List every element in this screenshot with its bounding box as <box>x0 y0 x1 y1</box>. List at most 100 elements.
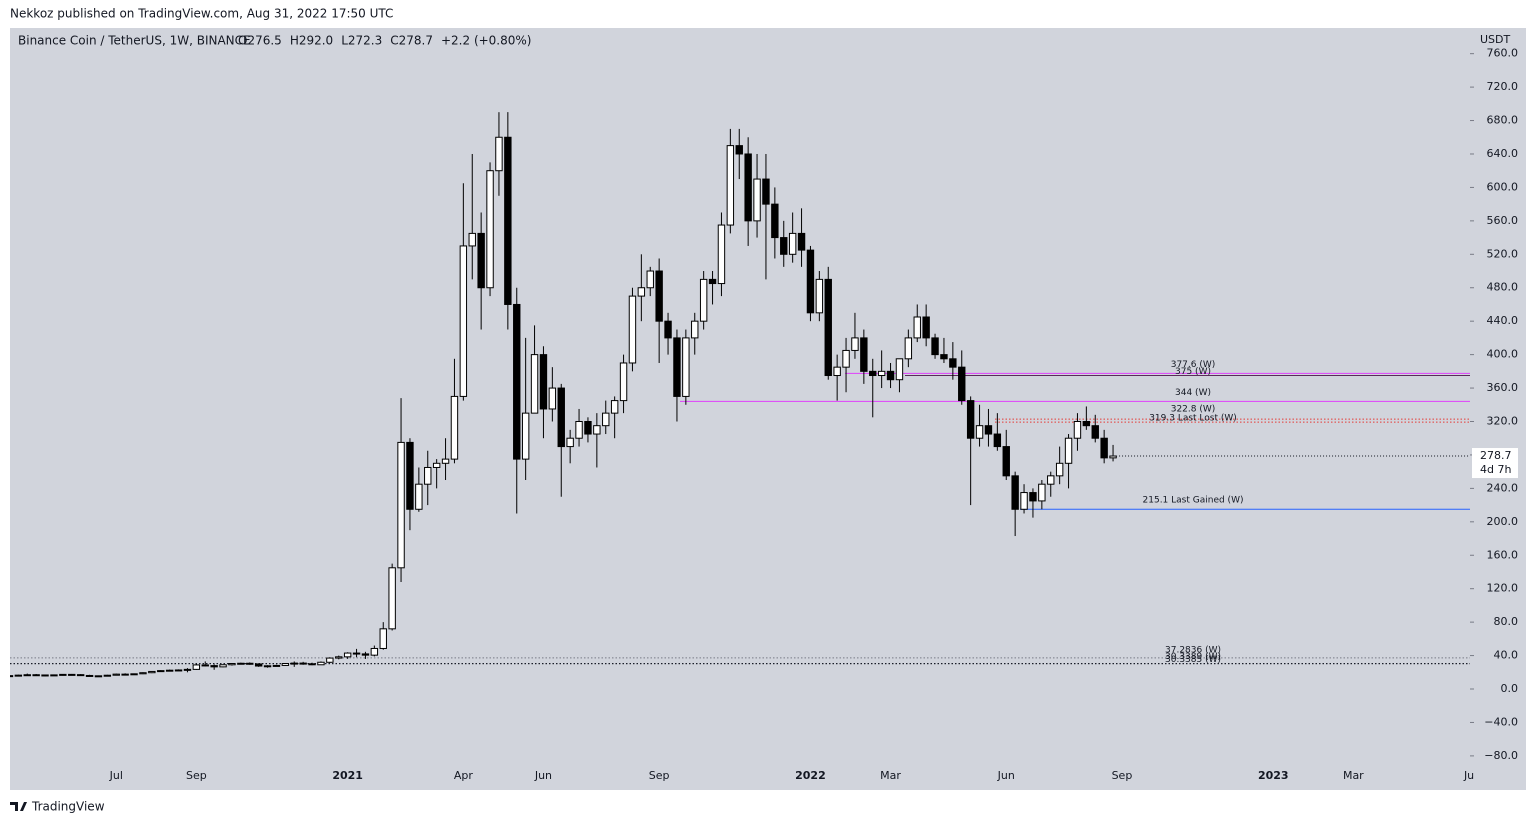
candle-body <box>548 387 557 410</box>
candle-body <box>824 278 832 377</box>
candle-body <box>691 320 699 339</box>
candle-body <box>50 674 58 677</box>
countdown: 4d 7h <box>1480 463 1511 476</box>
x-tick-label: 2023 <box>1258 769 1289 782</box>
candle-body <box>806 249 815 314</box>
y-tick-label: 120.0 <box>1487 582 1519 595</box>
last-price-box <box>1472 448 1518 479</box>
candle-body <box>744 153 752 222</box>
candle-body <box>335 656 343 659</box>
y-tick-label: 160.0 <box>1487 548 1519 561</box>
x-tick-label: Ju <box>1463 769 1474 782</box>
candle-body <box>1038 483 1046 502</box>
plot <box>10 112 1470 678</box>
candle-body <box>699 278 708 322</box>
candle-body <box>68 673 76 676</box>
y-tick-label: 360.0 <box>1487 381 1519 394</box>
candle-body <box>228 663 236 666</box>
candle-body <box>450 395 459 460</box>
candle-body <box>682 337 690 397</box>
candle-body <box>566 437 574 448</box>
candle-body <box>771 203 779 239</box>
candle-body <box>183 668 192 671</box>
candle-body <box>530 354 539 414</box>
last-price: 278.7 <box>1480 449 1512 462</box>
candle-body <box>201 664 209 667</box>
candle-body <box>477 232 485 289</box>
candle-body <box>308 663 316 666</box>
candle-body <box>513 303 521 460</box>
x-tick-label: Jun <box>534 769 552 782</box>
candle-body <box>397 441 405 569</box>
candle-body <box>370 647 379 656</box>
x-tick-label: Jun <box>997 769 1015 782</box>
candle-body <box>432 462 441 468</box>
candle-body <box>1082 420 1091 427</box>
candle-body <box>610 400 619 414</box>
candle-body <box>263 665 272 668</box>
candle-body <box>379 628 387 649</box>
candle-body <box>717 224 726 285</box>
candle-body <box>495 136 503 172</box>
candle-body <box>41 674 49 677</box>
candle-body <box>788 232 797 255</box>
x-tick-label: Sep <box>1112 769 1133 782</box>
x-tick-label: 2022 <box>795 769 826 782</box>
candle-body <box>85 674 94 677</box>
x-tick-label: 2021 <box>332 769 363 782</box>
candle-body <box>130 673 138 676</box>
candle-body <box>762 178 770 205</box>
candle-body <box>424 466 432 485</box>
candle-body <box>343 652 352 658</box>
level-label: 30.3389 (W) <box>1165 652 1221 662</box>
candle-body <box>23 674 31 677</box>
candle-body <box>219 664 227 668</box>
candle-body <box>254 663 263 667</box>
y-tick-label: 440.0 <box>1487 314 1519 327</box>
y-tick-label: 80.0 <box>1494 615 1519 628</box>
y-tick-label: 680.0 <box>1487 114 1519 127</box>
y-tick-label: 320.0 <box>1487 414 1519 427</box>
candle-body <box>139 672 147 675</box>
candle-body <box>575 420 583 439</box>
x-tick-label: Sep <box>186 769 207 782</box>
candle-body <box>673 337 681 397</box>
y-tick-label: 40.0 <box>1494 649 1519 662</box>
candle-body <box>966 400 975 439</box>
candle-body <box>593 425 601 435</box>
level-label: 322.8 (W) <box>1171 405 1216 415</box>
candle-body <box>290 662 298 665</box>
candle-body <box>726 145 735 226</box>
y-tick-label: 640.0 <box>1487 147 1519 160</box>
candle-body <box>833 366 841 377</box>
candle-body <box>1020 492 1028 510</box>
candle-body <box>780 237 788 255</box>
candle-body <box>628 295 637 364</box>
candle-body <box>237 662 245 665</box>
x-tick-label: Mar <box>880 769 901 782</box>
y-tick-label: 0.0 <box>1501 682 1519 695</box>
candle-body <box>1011 475 1019 510</box>
candle-body <box>949 358 957 368</box>
candle-body <box>664 320 672 339</box>
candle-body <box>753 178 761 222</box>
brand: TradingView <box>10 800 105 814</box>
x-tick-label: Apr <box>454 769 474 782</box>
level-label: 375 (W) <box>1175 367 1211 377</box>
candle-body <box>76 674 85 677</box>
candle-body <box>940 354 948 360</box>
legend-value: +2.2 (+0.80%) <box>441 34 532 48</box>
y-tick-label: −80.0 <box>1484 749 1518 762</box>
y-tick-label: 240.0 <box>1487 481 1519 494</box>
candle-body <box>851 337 859 351</box>
candle-body <box>157 670 165 673</box>
candle-body <box>352 652 361 655</box>
candle-body <box>931 337 939 356</box>
y-tick-label: 200.0 <box>1487 515 1519 528</box>
candle-body <box>317 661 325 666</box>
candle-body <box>361 653 370 656</box>
candle-body <box>210 665 218 668</box>
legend-value: C278.7 <box>390 34 433 48</box>
candle-body <box>121 673 129 676</box>
